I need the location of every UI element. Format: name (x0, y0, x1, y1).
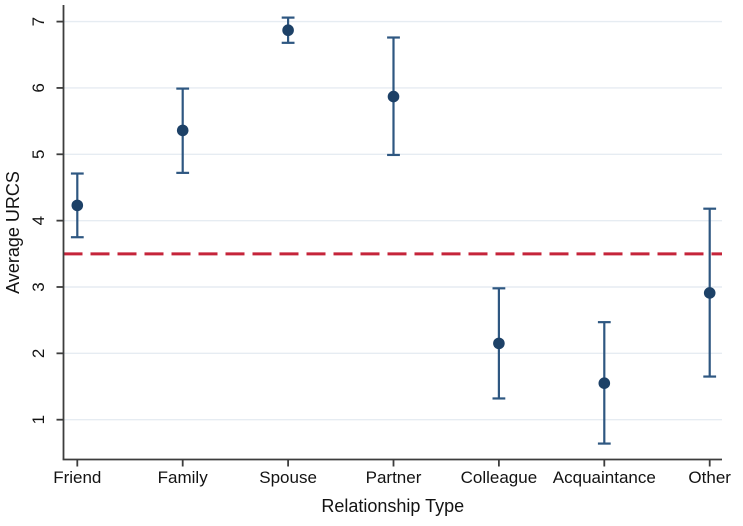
y-tick-label-3: 3 (29, 282, 48, 291)
data-point-marker-acquaintance (598, 377, 611, 389)
x-tick-label-spouse: Spouse (259, 468, 317, 487)
x-tick-label-partner: Partner (366, 468, 422, 487)
x-tick-label-acquaintance: Acquaintance (553, 468, 656, 487)
y-axis-title: Average URCS (3, 171, 23, 294)
axes-layer (56, 5, 722, 467)
data-point-marker-family (176, 124, 189, 137)
y-tick-label-5: 5 (29, 150, 48, 159)
data-point-marker-other (703, 287, 716, 299)
labels-layer: 1 2 3 4 5 6 7 Friend Family Spouse Partner Colleagu… (29, 17, 731, 487)
x-tick-label-colleague: Colleague (461, 468, 538, 487)
data-point-marker-spouse (282, 24, 294, 37)
y-tick-label-1: 1 (29, 415, 48, 424)
data-point-marker-colleague (493, 337, 505, 350)
data-point-marker-friend (71, 199, 84, 212)
y-tick-label-2: 2 (29, 349, 48, 358)
x-tick-label-family: Family (158, 468, 209, 487)
y-tick-label-7: 7 (29, 17, 48, 26)
x-tick-label-friend: Friend (53, 468, 101, 487)
data-layer (70, 16, 717, 445)
y-tick-label-4: 4 (29, 216, 48, 225)
y-tick-label-6: 6 (29, 83, 48, 92)
x-tick-label-other: Other (688, 468, 731, 487)
x-axis-title: Relationship Type (321, 496, 464, 516)
data-point-marker-partner (387, 90, 400, 103)
